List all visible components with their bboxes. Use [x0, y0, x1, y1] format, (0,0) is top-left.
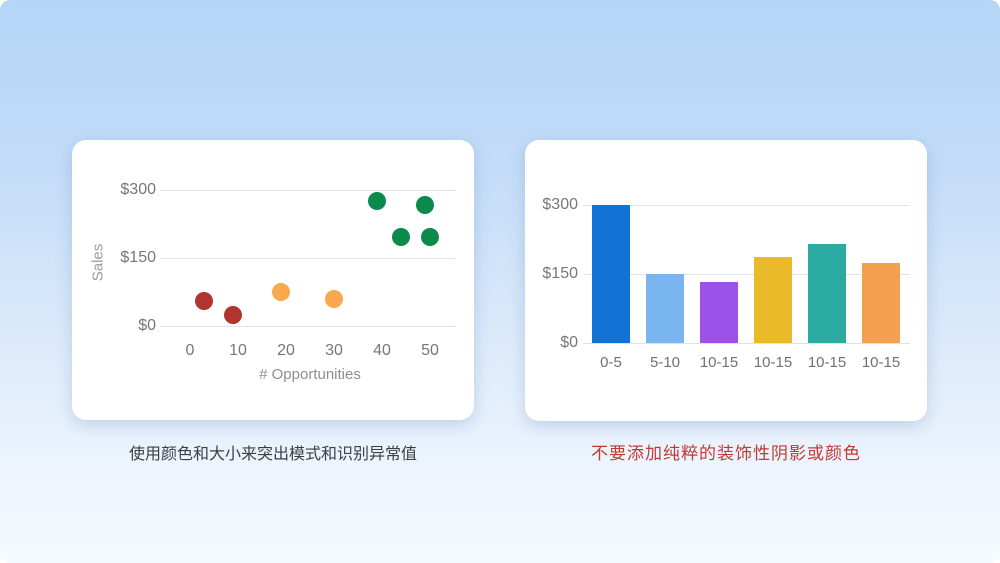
gridline — [583, 205, 910, 206]
bar — [754, 256, 792, 343]
scatter-point — [392, 228, 411, 247]
y-tick-label: $150 — [542, 265, 578, 282]
scatter-point — [421, 228, 439, 247]
scatter-point — [224, 305, 243, 324]
bar — [808, 244, 846, 343]
bar-chart: $0 $150 $300 0-5 5-10 10-15 10-15 10-15 10-15 — [525, 140, 927, 421]
bar-chart-card: $0 $150 $300 0-5 5-10 10-15 10-15 10-15 10-15 — [525, 140, 927, 421]
gridline — [160, 258, 455, 259]
bar — [700, 281, 738, 343]
y-tick-label: $300 — [542, 196, 578, 213]
caption-do: 使用颜色和大小来突出模式和识别异常值 — [128, 446, 417, 463]
x-tick-label: 10 — [229, 342, 247, 359]
scatter-chart: $0 $150 $300 0 10 20 30 40 50 Sales # Opportunitie… — [72, 140, 474, 420]
x-tick-label: 20 — [277, 342, 295, 359]
scatter-point — [416, 195, 435, 214]
y-tick-label: $0 — [138, 317, 156, 334]
bar — [592, 205, 630, 343]
gridline — [160, 326, 455, 327]
scatter-point — [195, 292, 214, 311]
y-axis-title: Sales — [89, 243, 107, 282]
bar — [862, 262, 900, 343]
category-label: 10-15 — [699, 354, 739, 371]
gridline — [160, 190, 455, 191]
x-tick-label: 40 — [373, 342, 391, 359]
gridline — [583, 343, 910, 344]
category-label: 10-15 — [807, 354, 847, 371]
x-tick-label: 50 — [421, 342, 439, 359]
scatter-chart-card: $0 $150 $300 0 10 20 30 40 50 Sales # Opportunitie… — [72, 140, 474, 420]
scatter-point — [325, 289, 343, 308]
category-label: 10-15 — [753, 354, 793, 371]
category-label: 5-10 — [649, 354, 681, 371]
x-tick-label: 30 — [325, 342, 343, 359]
scatter-point — [272, 283, 291, 301]
x-tick-label: 0 — [185, 342, 195, 359]
y-tick-label: $300 — [120, 181, 156, 198]
bar — [646, 274, 684, 343]
scatter-point — [368, 192, 387, 211]
gridline — [583, 274, 910, 275]
y-tick-label: $0 — [560, 334, 578, 351]
category-label: 0-5 — [600, 354, 622, 371]
x-axis-title: # Opportunities — [259, 366, 361, 383]
caption-dont: 不要添加纯粹的装饰性阴影或颜色 — [591, 444, 861, 463]
category-label: 10-15 — [861, 354, 901, 371]
y-tick-label: $150 — [120, 249, 156, 266]
